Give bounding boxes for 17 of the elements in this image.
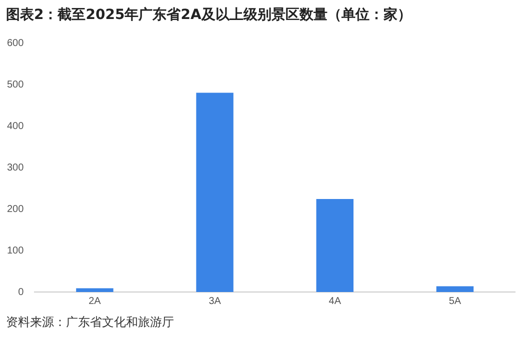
- chart-title: 图表2：截至2025年广东省2A及以上级别景区数量（单位：家）: [6, 6, 412, 24]
- x-tick-label: 3A: [208, 296, 222, 307]
- y-tick-label: 200: [6, 204, 24, 215]
- x-tick-label: 2A: [88, 296, 102, 307]
- y-tick-label: 500: [6, 79, 24, 90]
- bar: [316, 199, 354, 292]
- y-tick-label: 0: [18, 286, 24, 298]
- bar: [436, 286, 474, 292]
- y-tick-label: 400: [6, 120, 24, 132]
- text: 资料来源：广东省文化和旅游厅: [6, 314, 174, 331]
- y-tick-label: 300: [6, 162, 24, 174]
- x-tick-label: 5A: [448, 296, 462, 307]
- x-tick-label: 4A: [328, 296, 342, 307]
- bar: [76, 288, 114, 292]
- bar: [196, 92, 234, 292]
- y-tick-label: 600: [6, 38, 24, 49]
- y-tick-label: 100: [6, 245, 24, 256]
